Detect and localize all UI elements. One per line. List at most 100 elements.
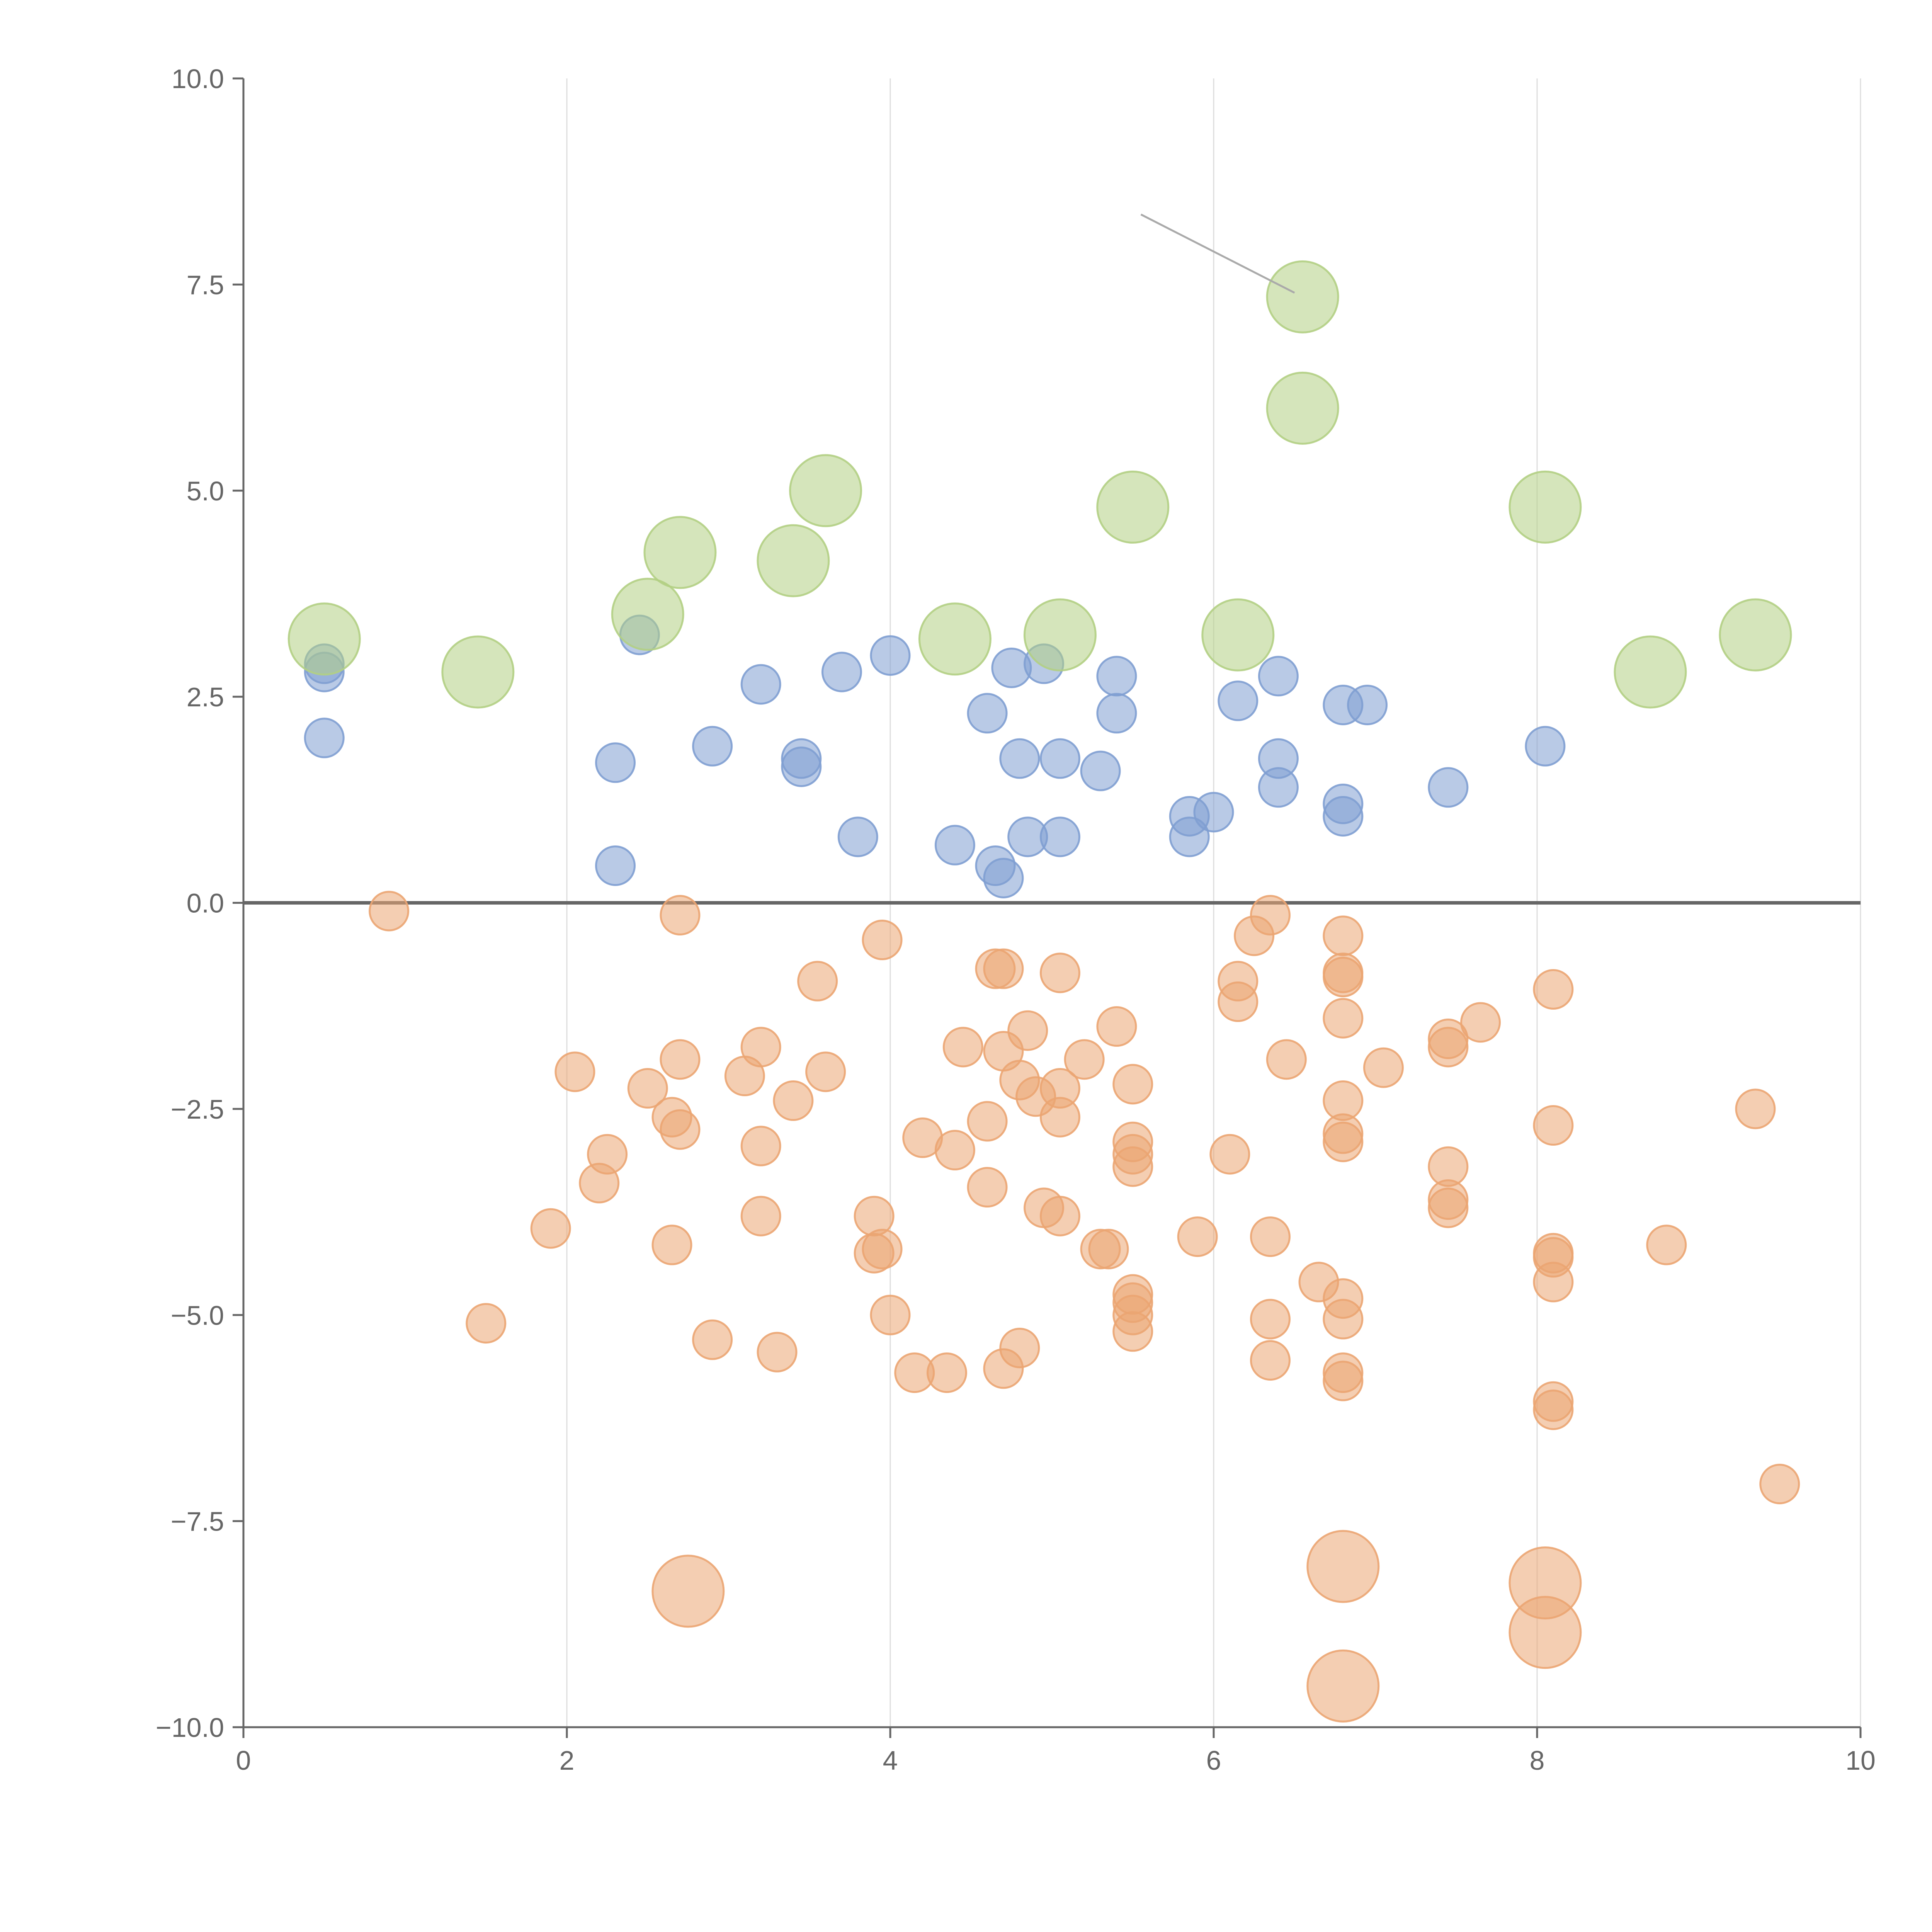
orange-bubble [660, 1109, 701, 1150]
orange-bubble [740, 1027, 781, 1068]
orange-bubble [1735, 1088, 1776, 1129]
orange-bubble [870, 1294, 911, 1335]
orange-bubble [1039, 952, 1080, 993]
blue-bubble [999, 738, 1040, 779]
orange-bubble [926, 1352, 967, 1393]
y-tick-label: −10.0 [156, 1713, 224, 1743]
blue-bubble [1218, 680, 1259, 721]
blue-bubble [1258, 767, 1299, 808]
green-bubble [757, 524, 830, 597]
y-tick-label: 10.0 [172, 64, 224, 94]
orange-bubble [369, 891, 410, 932]
blue-bubble [595, 845, 636, 886]
annotation-leader-line [1140, 213, 1295, 294]
orange-bubble [1646, 1225, 1687, 1265]
green-bubble [1201, 598, 1275, 672]
orange-bubble [1323, 998, 1364, 1039]
green-bubble [918, 602, 992, 676]
orange-bubble [1533, 1262, 1574, 1303]
orange-bubble [967, 1167, 1008, 1208]
orange-bubble [1323, 1361, 1364, 1401]
green-bubble [1614, 635, 1687, 709]
blue-bubble [1323, 796, 1364, 837]
orange-bubble [1039, 1097, 1080, 1138]
orange-bubble [660, 1039, 701, 1080]
y-tick-label: 5.0 [187, 476, 224, 506]
orange-bubble [1088, 1229, 1129, 1270]
blue-bubble [1080, 750, 1121, 791]
orange-bubble [660, 895, 701, 936]
blue-bubble [1096, 656, 1137, 697]
green-bubble [643, 516, 717, 589]
orange-bubble [773, 1080, 814, 1121]
x-tick-label: 6 [1206, 1745, 1221, 1776]
blue-bubble [692, 726, 733, 767]
x-tick-label: 8 [1530, 1745, 1545, 1776]
axes [233, 77, 1862, 1738]
orange-bubble [692, 1319, 733, 1360]
y-tick-label: 2.5 [187, 682, 224, 712]
green-bubble [1266, 371, 1339, 445]
x-tick-label: 4 [883, 1745, 898, 1776]
orange-bubble [1759, 1464, 1800, 1505]
blue-bubble [1096, 693, 1137, 734]
orange-bubble [862, 920, 903, 961]
orange-bubble [983, 948, 1024, 989]
orange-bubble [740, 1196, 781, 1236]
bubbles [287, 260, 1800, 1723]
orange-bubble [1250, 1340, 1291, 1381]
orange-bubble [1428, 1187, 1469, 1228]
blue-bubble [1169, 816, 1210, 857]
green-bubble [441, 635, 515, 709]
blue-bubble [967, 693, 1008, 734]
blue-bubble [821, 651, 862, 692]
orange-bubble [1306, 1649, 1380, 1723]
blue-bubble [595, 742, 636, 783]
green-bubble [1719, 598, 1792, 672]
x-tick-label: 0 [236, 1745, 251, 1776]
y-tick-label: −5.0 [171, 1300, 224, 1330]
orange-bubble [1323, 915, 1364, 956]
orange-bubble [1323, 957, 1364, 998]
blue-bubble [1039, 816, 1080, 857]
orange-bubble [530, 1208, 571, 1249]
blue-bubble [1193, 792, 1234, 833]
orange-bubble [587, 1134, 628, 1175]
blue-bubble [934, 825, 975, 866]
orange-bubble [1064, 1039, 1105, 1080]
orange-bubble [1096, 1006, 1137, 1047]
orange-bubble [1509, 1596, 1582, 1669]
orange-bubble [1533, 969, 1574, 1010]
blue-bubble [1258, 656, 1299, 697]
orange-bubble [1533, 1105, 1574, 1146]
orange-bubble [999, 1328, 1040, 1369]
blue-bubble [740, 664, 781, 705]
orange-bubble [934, 1130, 975, 1171]
orange-bubble [1177, 1216, 1218, 1257]
orange-bubble [1112, 1311, 1153, 1352]
orange-bubble [1250, 1216, 1291, 1257]
green-bubble [611, 578, 684, 651]
orange-bubble [1007, 1010, 1048, 1051]
orange-bubble [1428, 1027, 1469, 1068]
green-bubble [1023, 598, 1097, 672]
orange-bubble [1363, 1047, 1404, 1088]
orange-bubble [1218, 981, 1259, 1022]
orange-bubble [740, 1126, 781, 1167]
green-bubble [1096, 470, 1170, 544]
blue-bubble [870, 635, 911, 676]
orange-bubble [1039, 1196, 1080, 1236]
orange-bubble [797, 961, 838, 1002]
blue-bubble [1039, 738, 1080, 779]
blue-bubble [304, 718, 345, 759]
x-tick-label: 2 [560, 1745, 575, 1776]
orange-bubble [805, 1051, 846, 1092]
green-bubble [1509, 470, 1582, 544]
blue-bubble [1347, 684, 1388, 725]
orange-bubble [1209, 1134, 1250, 1175]
green-bubble [789, 454, 862, 527]
blue-bubble [1525, 726, 1566, 767]
y-tick-label: 7.5 [187, 270, 224, 300]
orange-bubble [554, 1051, 595, 1092]
annotations [1140, 213, 1295, 294]
